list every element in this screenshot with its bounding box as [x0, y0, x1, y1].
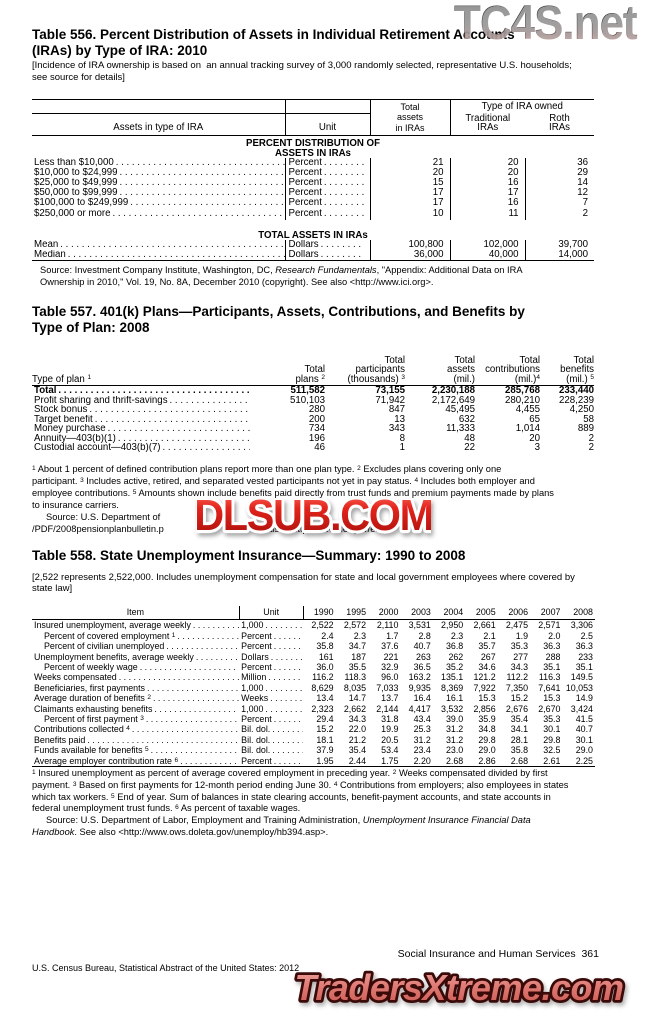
svg-text:DLSUB.COM: DLSUB.COM	[196, 499, 431, 535]
svg-text:TradersXtreme.com: TradersXtreme.com	[295, 968, 624, 1008]
